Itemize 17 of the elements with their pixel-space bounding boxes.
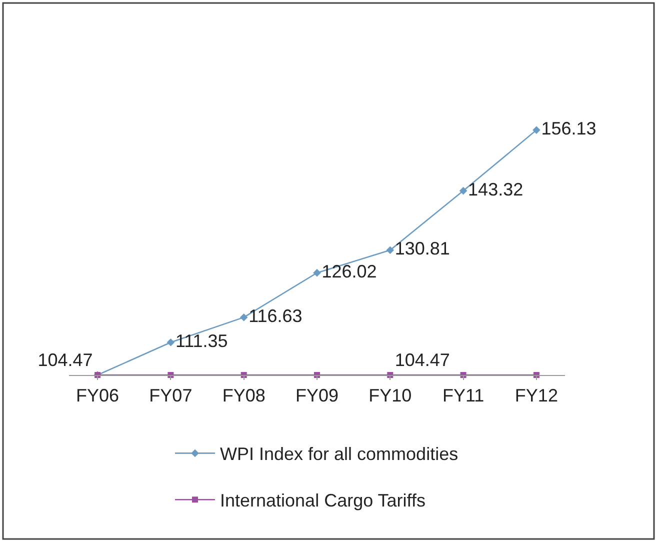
x-tick-label: FY10 — [368, 386, 412, 406]
x-tick-label: FY06 — [76, 386, 120, 406]
data-label: 126.02 — [322, 261, 377, 282]
data-label: 130.81 — [394, 238, 450, 259]
legend-label: International Cargo Tariffs — [220, 490, 426, 511]
legend-label: WPI Index for all commodities — [220, 444, 458, 464]
data-label: 111.35 — [175, 330, 228, 351]
data-label: 104.47 — [38, 350, 93, 370]
x-tick-label: FY09 — [295, 386, 339, 406]
x-tick-label: FY07 — [149, 386, 192, 406]
x-tick-label: FY11 — [442, 386, 484, 406]
x-tick-label: FY08 — [222, 386, 266, 406]
x-tick-label: FY12 — [514, 386, 558, 406]
data-label: 116.63 — [248, 306, 302, 326]
data-label: 156.13 — [541, 118, 596, 139]
data-label: 143.32 — [468, 179, 524, 200]
data-label: 104.47 — [394, 350, 450, 370]
